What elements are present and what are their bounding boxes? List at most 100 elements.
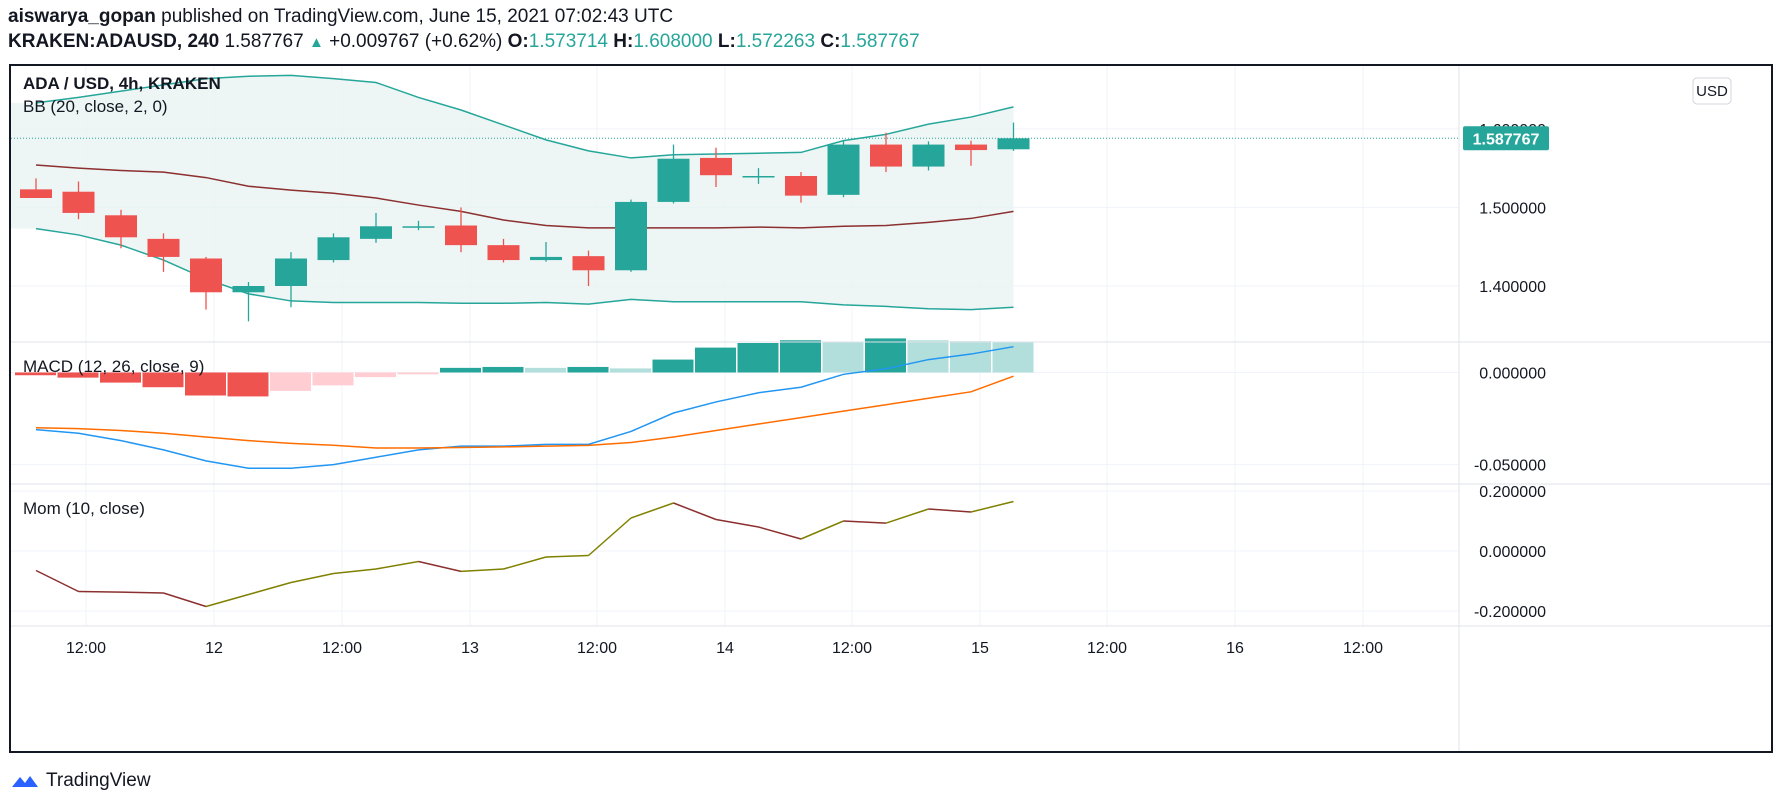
momentum-segment	[418, 560, 462, 573]
momentum-axis-label: 0.200000	[1479, 484, 1546, 501]
chart-container[interactable]: 1.4000001.5000001.6000001.5877670.000000…	[9, 64, 1773, 753]
time-axis-label: 16	[1226, 640, 1244, 657]
macd-layer	[15, 338, 1034, 470]
last-price: 1.587767	[224, 31, 304, 52]
candle-body[interactable]	[827, 144, 860, 195]
candle-body[interactable]	[317, 237, 350, 261]
macd-histogram-bar	[57, 372, 99, 378]
chart-canvas[interactable]: 1.4000001.5000001.6000001.5877670.000000…	[11, 66, 1771, 751]
macd-indicator-label[interactable]: MACD (12, 26, close, 9)	[23, 357, 204, 376]
candle-body[interactable]	[530, 256, 562, 261]
time-axis-label: 12:00	[1087, 640, 1127, 657]
bb-basis-line	[35, 164, 1014, 229]
candle-body[interactable]	[62, 191, 95, 213]
candle-body[interactable]	[912, 144, 945, 167]
candle-body[interactable]	[147, 238, 180, 257]
open-value: 1.573714	[528, 31, 608, 52]
time-axis-label: 12:00	[577, 640, 617, 657]
momentum-segment	[758, 526, 802, 540]
macd-histogram-bar	[185, 372, 226, 396]
price-axis-label: 1.400000	[1479, 279, 1546, 296]
macd-histogram-bar	[652, 359, 694, 373]
price-axis-label: 1.500000	[1479, 200, 1546, 217]
macd-histogram-bar	[822, 342, 864, 373]
publisher-line: aiswarya_gopan published on TradingView.…	[8, 6, 673, 28]
time-axis-label: 12:00	[322, 640, 362, 657]
low-value: 1.572263	[735, 31, 816, 52]
momentum-segment	[503, 556, 547, 570]
tradingview-logo-icon	[12, 776, 38, 787]
macd-histogram-bar	[610, 368, 651, 373]
macd-histogram-bar	[440, 367, 481, 373]
time-axis-label: 12:00	[1343, 640, 1383, 657]
macd-histogram-bar	[780, 340, 821, 373]
candle-body[interactable]	[20, 189, 52, 198]
brand-name: TradingView	[46, 770, 151, 791]
currency-button[interactable]	[1692, 77, 1732, 105]
currency-label: USD	[1696, 83, 1728, 100]
momentum-segment	[120, 591, 164, 594]
high-label: H:	[613, 31, 634, 52]
candle-body[interactable]	[700, 157, 732, 176]
last-price-badge	[1463, 126, 1549, 151]
macd-histogram-bar	[482, 366, 524, 373]
candle-body[interactable]	[402, 226, 435, 228]
momentum-segment	[460, 568, 504, 573]
momentum-segment	[290, 572, 334, 584]
momentum-indicator-label[interactable]: Mom (10, close)	[23, 499, 145, 518]
candle-body[interactable]	[572, 256, 605, 271]
time-axis-label: 14	[716, 640, 734, 657]
published-text: published on TradingView.com, June 15, 2…	[161, 6, 674, 27]
macd-histogram-bar	[312, 372, 354, 386]
candle-body[interactable]	[275, 258, 307, 287]
macd-histogram-bar	[525, 367, 566, 373]
momentum-segment	[248, 581, 292, 596]
candle-body[interactable]	[232, 286, 265, 293]
candle-body[interactable]	[870, 144, 902, 167]
candle-body[interactable]	[615, 201, 647, 271]
macd-histogram-bar	[737, 343, 779, 373]
macd-histogram-bar	[907, 340, 949, 373]
macd-line	[35, 345, 1014, 470]
time-axis-label: 12	[205, 640, 223, 657]
momentum-segment	[333, 568, 377, 575]
momentum-layer	[35, 500, 1014, 608]
macd-histogram-bar	[950, 341, 991, 373]
momentum-segment	[163, 592, 207, 608]
candle-body[interactable]	[105, 215, 137, 238]
candle-body[interactable]	[742, 176, 775, 178]
time-axis-label: 15	[971, 640, 989, 657]
tradingview-logo[interactable]: TradingView	[10, 770, 151, 792]
bb-upper-line	[35, 74, 1014, 159]
momentum-axis-label: 0.000000	[1479, 544, 1546, 561]
macd-histogram-bar	[227, 372, 269, 397]
candle-body[interactable]	[955, 144, 987, 151]
macd-histogram-bar	[100, 372, 141, 383]
candle-body[interactable]	[997, 138, 1030, 150]
macd-axis-label: -0.050000	[1474, 458, 1546, 475]
momentum-segment	[545, 554, 589, 558]
low-label: L:	[717, 31, 736, 52]
candle-body[interactable]	[360, 226, 392, 239]
bb-indicator-label[interactable]: BB (20, close, 2, 0)	[23, 97, 168, 116]
candles-layer	[20, 122, 1030, 322]
bb-fill-area	[11, 75, 1014, 310]
up-arrow-icon: ▲	[308, 34, 324, 51]
time-axis-label: 12:00	[66, 640, 106, 657]
momentum-segment	[843, 520, 887, 524]
macd-histogram-bar	[865, 338, 906, 373]
main-pane-title: ADA / USD, 4h, KRAKEN	[23, 74, 221, 93]
symbol-label: KRAKEN:ADAUSD, 240	[8, 31, 220, 52]
candle-body[interactable]	[445, 225, 477, 246]
candle-body[interactable]	[487, 245, 520, 261]
momentum-segment	[715, 518, 759, 528]
candle-body[interactable]	[657, 158, 690, 202]
momentum-axis-label: -0.200000	[1474, 604, 1546, 621]
momentum-segment	[205, 593, 249, 608]
open-label: O:	[507, 31, 529, 52]
momentum-segment	[800, 520, 844, 540]
candle-body[interactable]	[190, 258, 222, 293]
momentum-segment	[375, 560, 419, 570]
candle-body[interactable]	[785, 176, 817, 196]
publisher-username[interactable]: aiswarya_gopan	[8, 6, 156, 27]
